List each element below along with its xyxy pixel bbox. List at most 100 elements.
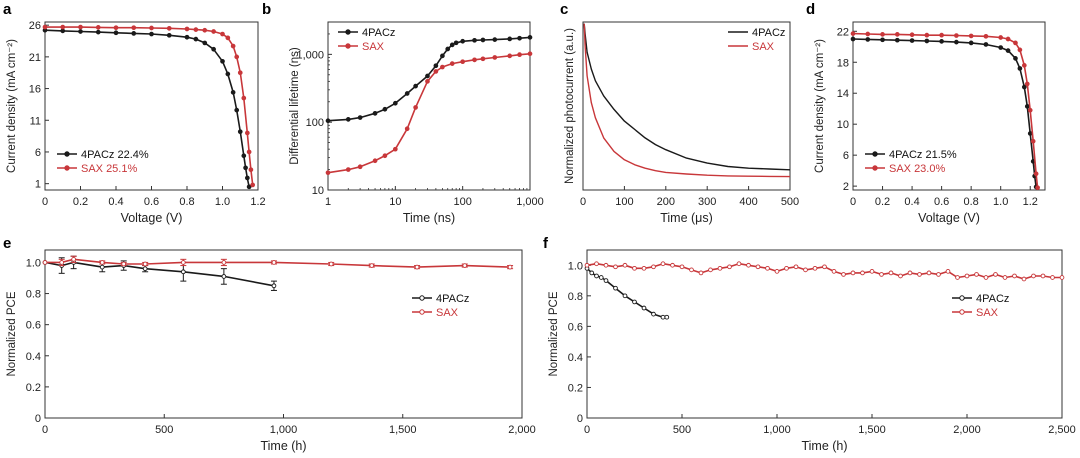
data-point [660,314,666,320]
data-point [414,264,420,270]
data-point [622,293,628,299]
data-point [1017,47,1023,53]
y-tick-label: 21 [29,52,41,64]
panel-letter: c [560,1,568,18]
data-point [392,146,398,152]
y-tick-label: 14 [837,88,849,100]
data-point [1021,84,1027,90]
x-tick-label: 0.4 [904,196,919,208]
data-point [357,164,363,170]
data-point [641,305,647,311]
data-point [234,107,240,113]
x-tick-label: 0.8 [179,196,194,208]
data-point [480,56,486,62]
data-point [99,264,105,270]
data-point [142,261,148,267]
y-axis-label: Differential lifetime (ns) [289,47,301,165]
x-axis-label: Time (μs) [660,211,713,225]
plot-frame [327,21,531,191]
data-point [372,110,378,116]
x-tick-label: 500 [781,196,799,208]
data-point [954,33,959,38]
data-point [193,36,199,42]
y-tick-label: 1,000 [296,49,324,61]
data-point [184,26,190,32]
data-point [250,182,256,188]
data-point [594,273,599,279]
y-tick-label: 0 [35,413,41,425]
legend-marker [419,309,425,315]
legend-label: 4PACz [362,27,395,39]
data-point [325,118,331,124]
data-point [71,256,76,262]
data-point [831,269,837,274]
data-point [632,265,637,271]
x-tick-label: 0.2 [73,196,88,208]
data-point [460,38,466,44]
y-tick-label: 10 [837,119,849,131]
y-tick-label: 10 [312,185,324,197]
data-point [230,43,236,49]
legend-label: 4PACz 21.5% [889,149,957,161]
data-point [425,73,430,79]
x-tick-label: 0.2 [875,196,890,208]
data-point [440,64,445,70]
data-point [936,272,941,277]
data-point [869,269,875,274]
data-point [998,35,1004,40]
data-point [246,184,252,190]
x-axis-label: Time (ns) [403,211,455,225]
x-tick-label: 2,000 [953,424,981,436]
legend-label: 4PACz [436,293,469,305]
data-point [507,36,513,42]
y-tick-label: 0.8 [26,289,41,301]
plot-frame [44,21,259,191]
panel-letter: b [262,1,271,18]
data-point [850,270,856,276]
y-axis-label: Normalized PCE [6,291,18,376]
x-axis-label: Voltage (V) [121,211,183,225]
data-point [131,31,137,36]
legend-label: SAX [362,41,385,53]
y-tick-label: 0.2 [568,382,583,394]
y-tick-label: 1.0 [26,257,41,269]
data-point [1005,48,1011,53]
data-point [1012,273,1017,279]
data-point [968,33,974,39]
data-point [1024,104,1030,109]
y-tick-label: 18 [837,57,849,69]
data-point [924,32,930,38]
data-point [527,35,533,40]
data-point [142,266,148,272]
y-axis-label: Current density (mA cm⁻²) [6,39,18,173]
legend-label: 4PACz [976,293,1009,305]
data-point [727,264,732,270]
data-point [433,69,439,74]
data-point [755,264,761,270]
data-point [689,267,694,273]
x-axis-label: Voltage (V) [918,211,980,225]
data-point [589,270,595,276]
data-point [95,29,101,35]
x-tick-label: 1.0 [215,196,230,208]
x-tick-label: 0.8 [964,196,979,208]
data-point [1021,276,1027,282]
y-tick-label: 0.4 [568,352,583,364]
data-point [193,27,199,32]
data-point [603,262,609,268]
x-tick-label: 10 [389,196,401,208]
x-tick-label: 2,500 [1048,424,1076,436]
y-tick-label: 6 [843,150,849,162]
data-point [746,262,751,268]
data-point [95,25,101,30]
data-point [328,261,334,267]
data-point [793,264,799,270]
data-point [850,36,856,42]
data-point [449,42,455,48]
x-tick-label: 1,500 [858,424,886,436]
y-tick-label: 0 [577,413,583,425]
data-point [78,29,83,34]
data-point [382,106,388,112]
panel-f: f 0 500 1,000 1,500 2,000 2,500 0 0.2 0.4 0.6 0.8 1.… [543,235,1076,453]
